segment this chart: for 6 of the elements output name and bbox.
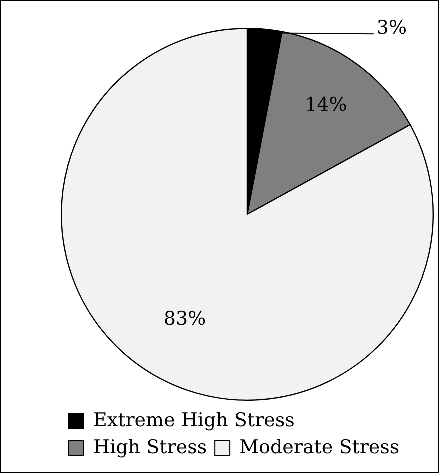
data-label: 14% — [305, 94, 348, 116]
legend-label: Moderate Stress — [240, 436, 400, 458]
data-label: 83% — [164, 308, 206, 330]
legend-label: Extreme High Stress — [94, 409, 295, 432]
legend-label: High Stress — [94, 436, 208, 458]
data-label: 3% — [376, 17, 408, 40]
